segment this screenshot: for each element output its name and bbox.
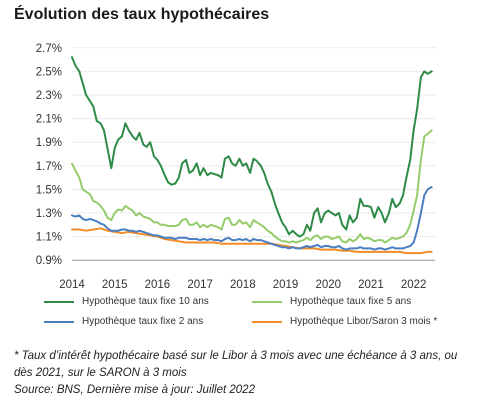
legend-swatch [252,320,282,323]
y-tick-label: 2.5% [36,66,62,78]
x-tick-label: 2016 [145,279,171,291]
y-tick-label: 1.9% [36,137,62,149]
x-tick-label: 2021 [358,279,384,291]
y-tick-label: 1.5% [36,184,62,196]
series-line [71,227,433,255]
legend-swatch [44,320,74,323]
line-chart: 0.9% 1.1% 1.3% 1.5% 1.7% 1.9% 2.1% 2.3% 2.5% 2.7%… [36,43,435,291]
legend-item: Hypothèque taux fixe 5 ans [252,296,411,307]
legend-label: Hypothèque taux fixe 10 ans [82,296,209,307]
legend-item: Hypothèque taux fixe 10 ans [44,296,209,307]
footnote-source: Source: BNS, Dernière mise à jour: Juill… [14,384,255,396]
legend-swatch [44,300,74,303]
x-tick-label: 2014 [59,279,85,291]
y-tick-label: 2.1% [36,114,62,126]
footnote: * Taux d’intérêt hypothécaire basé sur l… [14,348,474,399]
chart-title: Évolution des taux hypothécaires [14,6,270,23]
y-tick-label: 2.7% [36,43,62,55]
x-tick-label: 2020 [315,279,341,291]
x-tick-label: 2015 [102,279,128,291]
x-tick-label: 2019 [273,279,299,291]
series-line [71,129,433,244]
legend-label: Hypothèque Libor/Saron 3 mois * [290,316,438,327]
y-tick-label: 1.3% [36,208,62,220]
y-tick-label: 1.7% [36,161,62,173]
footnote-note: * Taux d’intérêt hypothécaire basé sur l… [14,350,458,379]
y-tick-label: 0.9% [36,255,62,267]
legend-item: Hypothèque Libor/Saron 3 mois * [252,316,437,327]
series-line [71,56,433,238]
x-tick-label: 2017 [187,279,213,291]
y-tick-label: 1.1% [36,232,62,244]
legend-item: Hypothèque taux fixe 2 ans [44,316,203,327]
legend-label: Hypothèque taux fixe 2 ans [82,316,204,327]
legend-swatch [252,300,282,303]
legend-label: Hypothèque taux fixe 5 ans [290,296,412,307]
x-tick-label: 2022 [401,279,427,291]
series-line [71,186,433,251]
y-tick-label: 2.3% [36,90,62,102]
x-tick-label: 2018 [230,279,256,291]
